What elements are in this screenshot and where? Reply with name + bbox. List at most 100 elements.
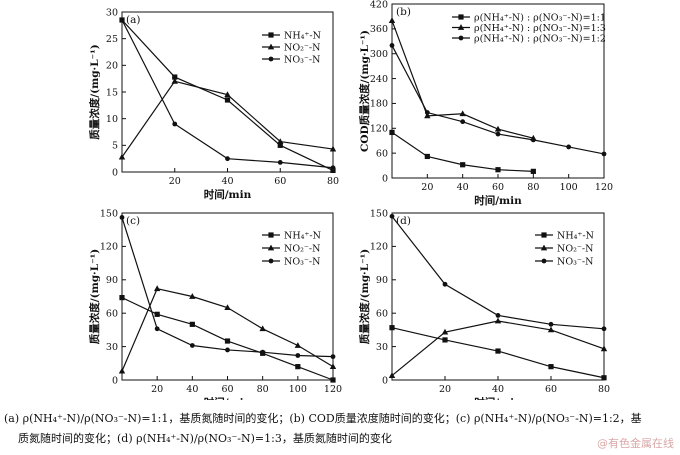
data-point bbox=[295, 353, 301, 358]
legend-marker bbox=[457, 24, 465, 30]
data-point bbox=[154, 311, 160, 317]
x-axis-label: 时间/min bbox=[204, 188, 252, 201]
y-tick-label: 15 bbox=[106, 87, 118, 98]
data-point bbox=[259, 325, 266, 332]
data-point bbox=[277, 142, 283, 148]
x-tick-label: 40 bbox=[492, 384, 504, 395]
legend-label: ρ(NH₄⁺-N) : ρ(NO₃⁻-N)=1:1 bbox=[474, 12, 606, 23]
figure-canvas: (a) 20 40 60 80 0 5 10 15 20 25 30 时间/min 质量浓度/(mg·L⁻… bbox=[88, 0, 613, 400]
data-point bbox=[424, 110, 430, 115]
x-tick-label: 100 bbox=[560, 182, 578, 193]
legend-label: ρ(NH₄⁺-N) : ρ(NO₃⁻-N)=1:3 bbox=[474, 23, 606, 34]
data-point bbox=[388, 17, 396, 23]
data-point bbox=[119, 295, 125, 301]
data-point bbox=[388, 372, 396, 378]
y-tick-label: 25 bbox=[106, 34, 118, 45]
data-point bbox=[153, 285, 161, 292]
data-point bbox=[118, 153, 126, 160]
data-point bbox=[389, 129, 395, 136]
panel-label: (d) bbox=[396, 215, 411, 227]
data-point bbox=[118, 367, 126, 374]
y-axis-label: 质量浓度/(mg·L⁻¹) bbox=[358, 249, 371, 344]
chart-panel-3: (c) 20 40 60 80 100 120 0 30 60 90 120 150 时间/min 质量浓度… bbox=[88, 208, 342, 400]
data-point bbox=[119, 215, 125, 220]
legend-marker bbox=[541, 232, 547, 238]
legend-label: NO₂⁻-N bbox=[284, 42, 320, 53]
y-tick-label: 30 bbox=[376, 342, 388, 353]
data-point bbox=[601, 326, 607, 332]
legend-label: NO₃⁻-N bbox=[557, 256, 593, 267]
data-point bbox=[189, 321, 195, 327]
data-point bbox=[601, 151, 607, 157]
data-point bbox=[295, 364, 301, 370]
y-tick-label: 0 bbox=[112, 167, 118, 178]
y-tick-label: 120 bbox=[370, 124, 388, 135]
legend-label: NH₄⁺-N bbox=[284, 30, 321, 41]
data-point bbox=[548, 321, 554, 327]
y-tick-label: 60 bbox=[376, 148, 388, 159]
x-tick-label: 120 bbox=[595, 182, 613, 193]
x-tick-label: 80 bbox=[327, 176, 339, 187]
x-tick-label: 20 bbox=[151, 384, 163, 395]
data-point bbox=[495, 313, 501, 318]
data-point bbox=[495, 167, 501, 173]
legend-marker bbox=[458, 14, 464, 20]
data-point bbox=[424, 112, 431, 119]
y-tick-label: 240 bbox=[370, 74, 388, 85]
caption-line-1: (a) ρ(NH₄⁺-N)/ρ(NO₃⁻-N)=1:1，基质氮随时间的变化；(b… bbox=[4, 412, 642, 425]
data-point bbox=[260, 349, 266, 355]
x-tick-label: 40 bbox=[457, 182, 469, 193]
y-tick-label: 5 bbox=[112, 141, 118, 152]
legend-marker bbox=[268, 56, 274, 62]
series-line bbox=[391, 320, 605, 377]
panel-label: (b) bbox=[396, 6, 411, 18]
legend-marker bbox=[268, 258, 274, 264]
data-point bbox=[495, 131, 501, 137]
y-tick-label: 10 bbox=[106, 114, 118, 125]
figure-caption: (a) ρ(NH₄⁺-N)/ρ(NO₃⁻-N)=1:1，基质氮随时间的变化；(b… bbox=[4, 409, 676, 449]
chart-panel-4: (d) 20 40 60 80 0 30 60 90 120 150 时间/min 质量浓度/(mg·L… bbox=[358, 208, 610, 400]
legend-marker bbox=[541, 258, 547, 264]
y-axis-label: 质量浓度/(mg·L⁻¹) bbox=[88, 44, 101, 139]
data-point bbox=[547, 326, 555, 333]
y-tick-label: 60 bbox=[106, 309, 118, 320]
x-axis-label: 时间/min bbox=[474, 194, 522, 207]
data-point bbox=[494, 125, 502, 132]
legend-label: ρ(NH₄⁺-N) : ρ(NO₃⁻-N)=1:2 bbox=[474, 33, 606, 44]
data-point bbox=[224, 304, 231, 311]
data-point bbox=[460, 162, 466, 168]
data-point bbox=[294, 342, 302, 348]
y-axis-label: 质量浓度/(mg·L⁻¹) bbox=[88, 249, 101, 344]
legend-marker bbox=[267, 43, 275, 50]
x-tick-label: 20 bbox=[439, 384, 451, 395]
legend-marker bbox=[268, 232, 274, 238]
x-tick-label: 60 bbox=[274, 176, 286, 187]
data-point bbox=[600, 345, 608, 352]
data-point bbox=[424, 153, 430, 160]
x-tick-label: 80 bbox=[257, 384, 269, 395]
data-point bbox=[494, 317, 502, 324]
legend-label: NO₂⁻-N bbox=[284, 243, 320, 254]
x-tick-label: 100 bbox=[289, 384, 307, 395]
data-point bbox=[224, 91, 231, 98]
legend-marker bbox=[458, 35, 464, 41]
data-point bbox=[154, 326, 160, 332]
y-tick-label: 90 bbox=[106, 275, 118, 286]
data-point bbox=[189, 293, 196, 299]
chart-panel-1: (a) 20 40 60 80 0 5 10 15 20 25 30 时间/min 质量浓度/(mg·L⁻… bbox=[88, 7, 339, 201]
y-tick-label: 180 bbox=[370, 99, 388, 110]
y-tick-label: 60 bbox=[376, 309, 388, 320]
x-tick-label: 20 bbox=[421, 182, 433, 193]
data-point bbox=[225, 347, 230, 353]
data-point bbox=[171, 77, 178, 84]
x-tick-label: 60 bbox=[545, 384, 557, 395]
legend-marker bbox=[267, 244, 275, 251]
legend-label: NH₄⁺-N bbox=[284, 230, 321, 241]
legend-label: NO₂⁻-N bbox=[557, 243, 593, 254]
data-point bbox=[601, 375, 607, 381]
y-tick-label: 120 bbox=[100, 242, 118, 253]
y-tick-label: 30 bbox=[106, 7, 118, 18]
data-point bbox=[566, 144, 572, 150]
data-point bbox=[389, 213, 395, 219]
y-tick-label: 20 bbox=[106, 61, 118, 72]
